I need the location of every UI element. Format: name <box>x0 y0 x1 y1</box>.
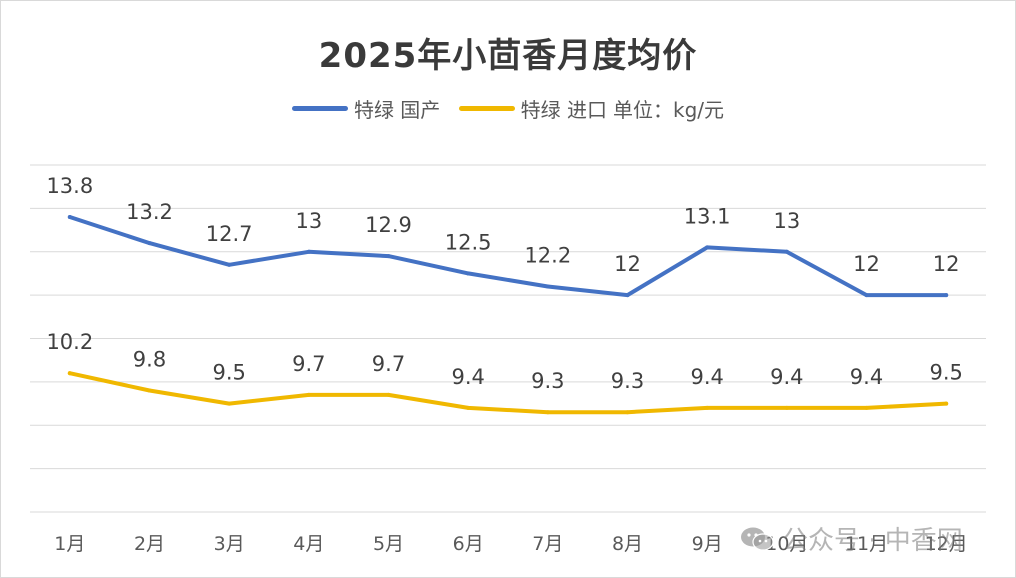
data-point <box>466 271 471 276</box>
data-label: 13.8 <box>46 174 93 198</box>
data-label: 9.8 <box>133 348 166 372</box>
data-point <box>67 215 72 220</box>
x-tick-label: 2月 <box>134 533 165 555</box>
data-label: 12.7 <box>206 222 253 246</box>
x-tick-label: 4月 <box>293 533 324 555</box>
data-label: 9.5 <box>212 361 245 385</box>
series-line-imported <box>67 371 949 415</box>
data-label: 9.3 <box>611 369 644 393</box>
data-label: 9.4 <box>850 365 883 389</box>
data-point <box>386 392 391 397</box>
chart-legend: 特绿 国产 特绿 进口 单位：kg/元 <box>0 92 1016 123</box>
data-point <box>466 405 471 410</box>
data-label: 9.4 <box>451 365 484 389</box>
data-point <box>784 405 789 410</box>
data-point <box>784 249 789 254</box>
data-point <box>306 249 311 254</box>
legend-item-domestic: 特绿 国产 <box>291 94 441 123</box>
data-point <box>864 405 869 410</box>
legend-label-domestic: 特绿 国产 <box>353 98 441 122</box>
legend-item-imported: 特绿 进口 单位：kg/元 <box>458 94 725 123</box>
unit-note: 单位：kg/元 <box>613 98 725 122</box>
data-label: 12 <box>853 252 880 276</box>
data-point <box>147 241 152 246</box>
data-label: 9.7 <box>372 352 405 376</box>
data-point <box>625 293 630 298</box>
x-tick-label: 6月 <box>453 533 484 555</box>
x-tick-label: 12月 <box>925 533 968 555</box>
wechat-icon <box>740 526 774 552</box>
series-line-domestic <box>67 215 949 298</box>
legend-label-imported: 特绿 进口 <box>520 98 608 122</box>
data-label: 13 <box>773 209 800 233</box>
data-label: 13.2 <box>126 200 173 224</box>
data-point <box>705 245 710 250</box>
data-label: 12 <box>614 252 641 276</box>
data-point <box>625 410 630 415</box>
data-point <box>386 254 391 259</box>
x-tick-label: 3月 <box>214 533 245 555</box>
x-tick-label: 7月 <box>532 533 563 555</box>
x-tick-label: 1月 <box>54 533 85 555</box>
x-tick-label: 5月 <box>373 533 404 555</box>
data-label: 9.4 <box>690 365 723 389</box>
chart-title: 2025年小茴香月度均价 <box>318 36 698 76</box>
watermark: 公众号 · 中香网 <box>740 520 963 557</box>
watermark-text: 公众号 · 中香网 <box>782 526 963 556</box>
data-label: 12.9 <box>365 213 412 237</box>
data-label: 9.5 <box>929 361 962 385</box>
legend-swatch-domestic <box>291 106 348 111</box>
data-point <box>227 262 232 267</box>
x-tick-label: 11月 <box>845 533 888 555</box>
data-point <box>545 410 550 415</box>
data-point <box>545 284 550 289</box>
x-tick-label: 8月 <box>612 533 643 555</box>
x-tick-label: 9月 <box>692 533 723 555</box>
legend-swatch-imported <box>458 106 515 111</box>
data-point <box>147 388 152 393</box>
data-label: 10.2 <box>46 330 93 354</box>
data-point <box>227 401 232 406</box>
data-label: 9.3 <box>531 369 564 393</box>
data-point <box>705 405 710 410</box>
x-tick-label: 10月 <box>765 533 808 555</box>
data-label: 12 <box>933 252 960 276</box>
data-point <box>306 392 311 397</box>
data-point <box>944 293 949 298</box>
data-label: 13.1 <box>684 204 731 228</box>
data-label: 12.5 <box>445 230 492 254</box>
data-label: 13 <box>295 209 322 233</box>
data-point <box>67 371 72 376</box>
data-point <box>864 293 869 298</box>
data-label: 9.4 <box>770 365 803 389</box>
data-label: 9.7 <box>292 352 325 376</box>
data-label: 12.2 <box>524 243 571 267</box>
data-point <box>944 401 949 406</box>
